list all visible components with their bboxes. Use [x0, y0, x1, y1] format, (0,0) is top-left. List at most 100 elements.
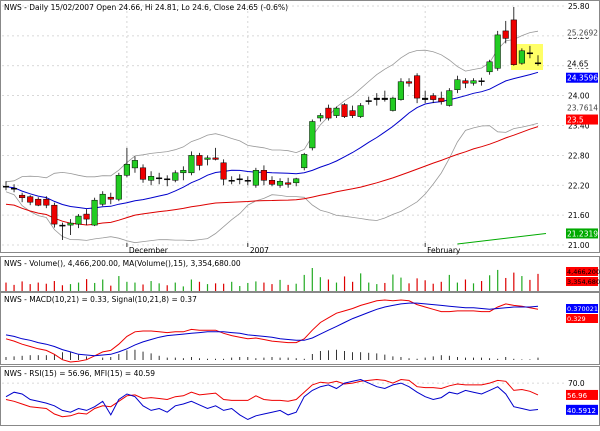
- candle-body-61: [494, 34, 501, 69]
- bollinger-bands: [5, 30, 539, 244]
- candle-body-30: [244, 180, 251, 182]
- price-label-bg-4: [566, 114, 598, 125]
- candle-body-13: [107, 196, 114, 200]
- green-indicator-line: [457, 233, 547, 245]
- price-label-bg-0: [566, 27, 598, 38]
- candle-body-1: [10, 187, 18, 190]
- price-chart-title: NWS - Daily 15/02/2007 Open 24.66, Hi 24…: [4, 3, 288, 12]
- candle-body-31: [252, 170, 259, 186]
- candle-body-41: [333, 107, 340, 116]
- macd-value-labels: 0.370021 0.329: [566, 304, 598, 323]
- volume-label-bg-1: [566, 277, 598, 286]
- candle-body-33: [268, 180, 276, 185]
- volume-label-0: 4,466,200: [567, 268, 600, 276]
- candle-body-37: [301, 154, 308, 169]
- candle-body-58: [470, 80, 477, 84]
- price-label-4: 23.5: [567, 116, 584, 125]
- candle-body-49: [397, 81, 404, 100]
- candle-body-40: [325, 107, 332, 119]
- candle-body-45: [365, 100, 372, 102]
- candle-body-38: [309, 121, 316, 149]
- macd-label-bg-1: [566, 314, 598, 323]
- price-tick-4: 23.40: [568, 122, 590, 131]
- candlesticks: [2, 6, 542, 241]
- price-label-3: 23.7614: [567, 104, 598, 113]
- macd-lines: [5, 299, 539, 363]
- candle-body-16: [131, 160, 138, 169]
- rsi-label-1: 40.5912: [567, 407, 596, 415]
- price-axis-labels: 25.2692 24.65 24.3596 23.7614 23.5 21.2319: [566, 27, 598, 239]
- candle-body-14: [115, 175, 122, 200]
- price-label-bg-1: [566, 58, 598, 69]
- macd-label-1: 0.329: [567, 315, 586, 323]
- candle-body-55: [446, 90, 453, 106]
- candle-body-44: [357, 105, 364, 117]
- candle-body-56: [454, 79, 461, 90]
- candle-body-3: [27, 196, 34, 203]
- volume-chart-title: NWS - Volume(), 4,466,200.00, MA(Volume(…: [4, 259, 241, 268]
- candle-body-36: [293, 178, 300, 184]
- candle-body-34: [276, 181, 284, 186]
- candle-body-17: [139, 167, 147, 180]
- candle-body-62: [502, 30, 509, 39]
- candle-body-42: [341, 104, 348, 117]
- x-label-0: December: [129, 246, 169, 255]
- rsi-reference-tick: 70.0: [568, 379, 585, 388]
- candle-body-66: [534, 62, 542, 65]
- price-tick-8: 21.00: [568, 241, 590, 250]
- rsi-line: [5, 378, 539, 418]
- candle-body-32: [260, 170, 267, 181]
- x-label-2: February: [427, 246, 461, 255]
- price-label-bg-3: [566, 102, 598, 113]
- price-label-2: 24.3596: [567, 74, 598, 83]
- rsi-value-labels: 70.0 56.96 40.5912: [566, 379, 598, 415]
- candle-body-7: [59, 224, 66, 227]
- candle-body-53: [430, 95, 437, 100]
- bollinger-lower: [5, 122, 539, 244]
- rsi-label-bg-0: [566, 389, 598, 400]
- candle-body-48: [389, 97, 396, 111]
- x-label-1: 2007: [250, 246, 269, 255]
- candle-body-57: [462, 80, 469, 84]
- volume-label-1: 3,354,680: [567, 278, 600, 286]
- candle-body-64: [518, 50, 525, 64]
- candle-body-12: [99, 193, 106, 205]
- candle-body-22: [180, 170, 187, 174]
- candle-body-0: [2, 185, 10, 188]
- price-tick-5: 22.80: [568, 151, 590, 160]
- volume-label-bg-0: [566, 267, 598, 276]
- price-label-5: 21.2319: [567, 229, 598, 238]
- bollinger-upper: [5, 30, 539, 183]
- macd-chart-title: NWS - MACD(10,21) = 0.33, Signal(10,21,8…: [4, 295, 197, 304]
- candle-body-25: [204, 157, 211, 160]
- candle-body-46: [373, 97, 380, 100]
- candle-body-15: [123, 164, 130, 176]
- candle-body-51: [414, 75, 421, 99]
- price-axis-ticks: 25.8025.2024.6024.0023.4022.8022.2021.60…: [568, 2, 590, 250]
- price-label-bg-5: [566, 228, 598, 239]
- price-tick-0: 25.80: [568, 2, 590, 11]
- candle-body-43: [349, 110, 356, 116]
- candle-body-11: [91, 199, 98, 226]
- candle-body-60: [486, 61, 493, 73]
- volume-panel-frame: [0, 256, 600, 292]
- price-label-0: 25.2692: [567, 28, 598, 37]
- candle-body-5: [43, 198, 50, 206]
- macd-signal-line: [5, 302, 539, 357]
- candle-body-63: [510, 19, 517, 65]
- candle-body-29: [236, 178, 243, 181]
- volume-value-labels: 4,466,200 3,354,680: [566, 267, 600, 286]
- candle-body-26: [212, 157, 219, 160]
- candle-body-2: [19, 194, 26, 198]
- macd-label-0: 0.370021: [567, 305, 598, 313]
- price-label-1: 24.65: [567, 59, 589, 68]
- candle-body-24: [196, 155, 203, 166]
- candle-body-52: [422, 97, 429, 100]
- volume-bars: [5, 268, 539, 291]
- price-tick-3: 24.00: [568, 92, 590, 101]
- candle-body-21: [172, 172, 179, 181]
- candle-body-20: [164, 178, 171, 181]
- mfi-line: [5, 378, 539, 421]
- candle-body-54: [438, 97, 445, 102]
